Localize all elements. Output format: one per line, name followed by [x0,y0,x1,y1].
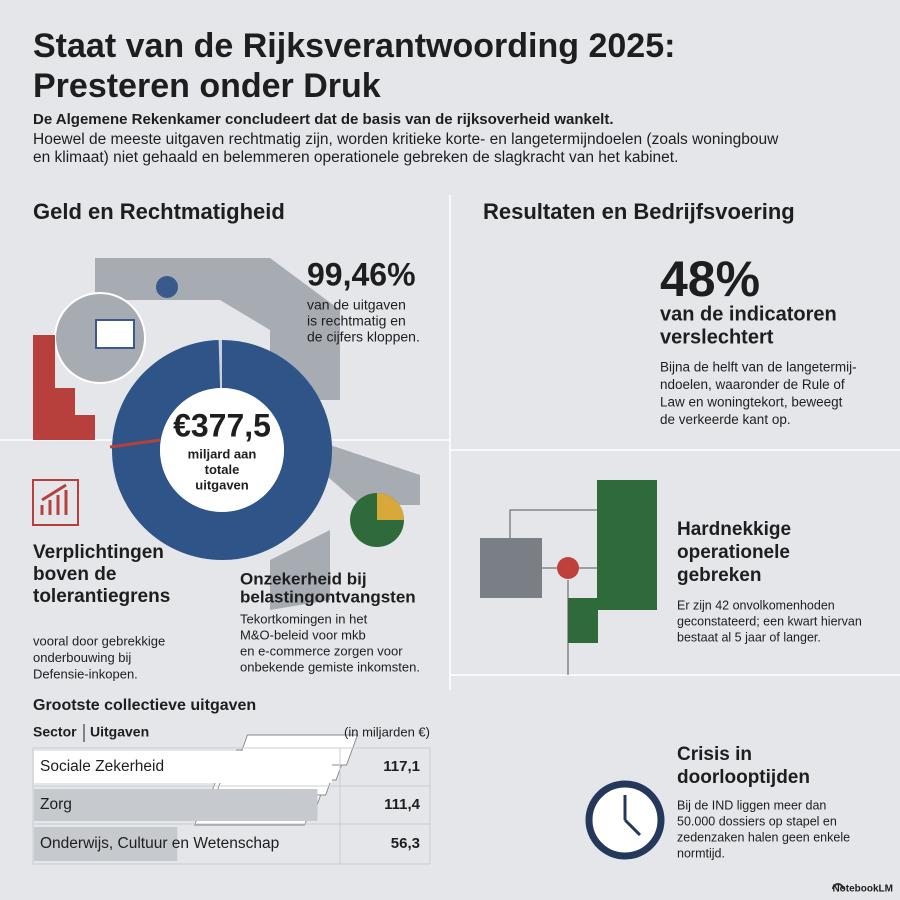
total-value: €377,5 [173,407,271,443]
block-text: onderbouwing bij [33,650,131,665]
table-title: Grootste collectieve uitgaven [33,697,256,714]
column-header: (in miljarden €) [344,724,430,739]
block-title: Hardnekkige [677,519,791,540]
stat-title: verslechtert [660,326,774,348]
block-text: Bijna de helft van de langetermij- [660,360,857,375]
title: Staat van de Rijksverantwoording 2025: [33,27,675,65]
block-text: 50.000 dossiers op stapel en [677,814,837,828]
block-title: boven de [33,564,116,585]
block-title: doorlooptijden [677,767,810,788]
lead: De Algemene Rekenkamer concludeert dat d… [33,111,614,128]
block-text: Bij de IND liggen meer dan [677,798,826,812]
block-text: en e-commerce zorgen voor [240,643,403,658]
block-text: Defensie-inkopen. [33,666,138,681]
stat-title: van de indicatoren [660,303,837,325]
red-line [109,438,161,449]
block-text: onbekende gemiste inkomsten. [240,659,420,674]
row-amount: 56,3 [391,835,420,852]
table-frame [32,747,431,865]
block-text: zedenzaken halen geen enkele [677,830,850,844]
row-sector: Sociale Zekerheid [40,758,164,775]
block-text: geconstateerd; een kwart hiervan [677,614,862,628]
total-text: totale [205,462,240,477]
intro: en klimaat) niet gehaald en belemmeren o… [33,149,678,166]
row-bar [34,751,332,783]
block-title: Crisis in [677,744,752,765]
logo [832,883,844,890]
stat-value: 48% [660,251,760,307]
intro: Hoewel de meeste uitgaven rechtmatig zij… [33,131,779,148]
block-title: Verplichtingen [33,542,164,563]
total-text: uitgaven [195,477,249,492]
block-text: vooral door gebrekkige [33,633,165,648]
block-text: Tekortkomingen in het [240,611,368,626]
row-amount: 117,1 [383,758,420,775]
block-text: normtijd. [677,846,725,860]
block-title: Onzekerheid bij [240,569,367,588]
block-text: de verkeerde kant op. [660,412,791,427]
total-text: miljard aan [188,446,257,461]
donut-arc [112,340,332,560]
column-header: Uitgaven [90,724,149,740]
stat-text: van de uitgaven [307,297,406,313]
block-text: bestaat al 5 jaar of langer. [677,630,821,644]
stat-text: de cijfers kloppen. [307,329,420,345]
column-header: Sector [33,724,77,740]
section-heading: Geld en Rechtmatigheid [33,199,285,224]
donut-center [160,388,284,512]
stat-value: 99,46% [307,256,416,292]
row-bar [34,789,318,821]
row-sector: Onderwijs, Cultuur en Wetenschap [40,835,279,852]
row-amount: 111,4 [384,796,421,813]
title: Presteren onder Druk [33,67,381,105]
block-text: Law en woningtekort, beweegt [660,395,843,410]
block-text: Er zijn 42 onvolkomenhoden [677,598,835,612]
block-text: M&O-beleid voor mkb [240,627,366,642]
block-text: ndoelen, waaronder de Rule of [660,377,845,392]
block-title: operationele [677,542,790,563]
block-title: belastingontvangsten [240,587,416,606]
block-title: tolerantiegrens [33,586,170,607]
footer: NotebookLM [832,884,893,895]
section-heading: Resultaten en Bedrijfsvoering [483,199,795,224]
stat-text: is rechtmatig en [307,313,406,329]
row-sector: Zorg [40,796,72,813]
block-title: gebreken [677,565,761,586]
row-bar [34,827,178,861]
